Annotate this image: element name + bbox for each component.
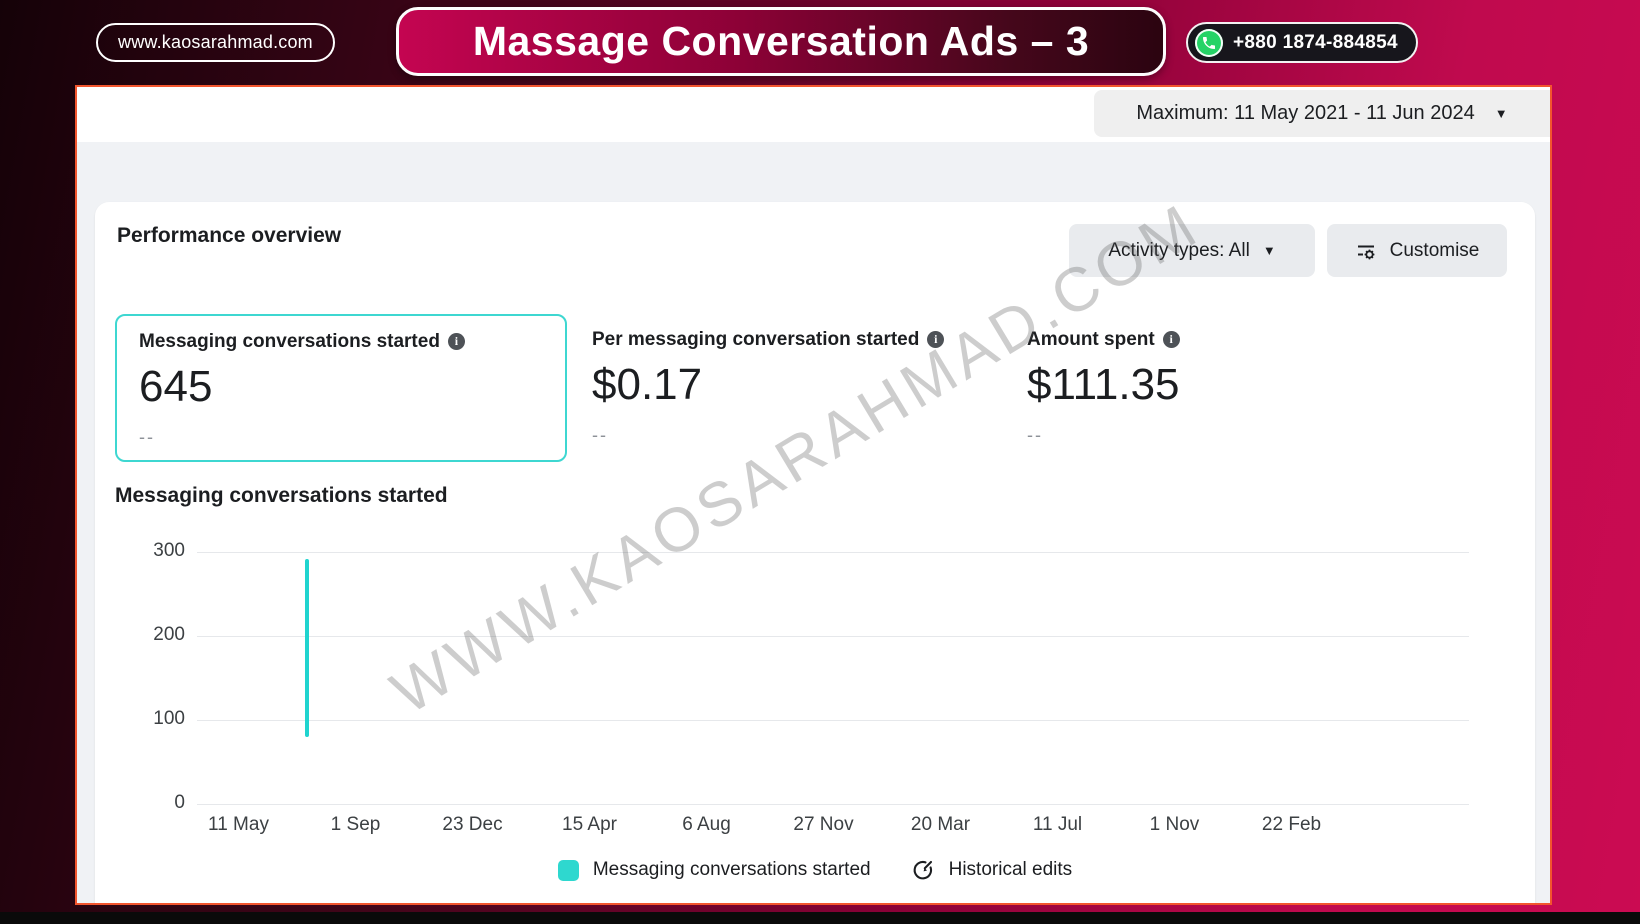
legend-item-historical-edits: Historical edits [911,858,1073,882]
performance-card: Performance overview Activity types: All… [95,202,1535,903]
x-tick: 1 Nov [1149,814,1200,835]
y-tick-200: 200 [153,624,185,645]
website-pill: www.kaosarahmad.com [96,23,335,62]
x-tick: 22 Feb [1261,814,1322,835]
metric-card-amount-spent[interactable]: Amount spent i $111.35 -- [1027,329,1180,446]
whatsapp-icon [1195,28,1223,57]
x-tick: 6 Aug [682,814,731,835]
x-tick: 20 Mar [910,814,971,835]
metric-card-cost-per-conversation[interactable]: Per messaging conversation started i $0.1… [592,329,945,446]
x-tick: 15 Apr [562,814,617,835]
gridline-300 [197,552,1469,553]
info-icon[interactable]: i [1162,331,1180,348]
x-tick: 23 Dec [442,814,503,835]
activity-types-button[interactable]: Activity types: All ▼ [1069,224,1315,277]
gridline-200 [197,636,1469,637]
phone-pill: +880 1874-884854 [1186,22,1418,63]
metric-label: Messaging conversations started i [139,331,543,353]
info-icon[interactable]: i [447,333,465,350]
chart-title: Messaging conversations started [115,484,448,507]
activity-types-label: Activity types: All [1108,239,1250,261]
chevron-down-icon: ▼ [1262,243,1276,258]
gridline-100 [197,720,1469,721]
bottom-black-bar [0,912,1640,924]
info-icon[interactable]: i [927,331,945,348]
chart-legend: Messaging conversations started Historic… [95,858,1535,882]
metric-label: Per messaging conversation started i [592,329,945,351]
website-url: www.kaosarahmad.com [118,32,313,52]
gridline-0 [197,804,1469,805]
customise-label: Customise [1389,239,1480,261]
metric-sub-value: -- [139,427,155,447]
ads-manager-frame: Maximum: 11 May 2021 - 11 Jun 2024 ▼ Per… [75,85,1552,905]
legend-item-messaging: Messaging conversations started [557,859,871,881]
y-tick-0: 0 [174,792,185,813]
legend-swatch-teal [557,859,579,881]
top-strip: Maximum: 11 May 2021 - 11 Jun 2024 ▼ [77,87,1550,142]
legend-label: Messaging conversations started [592,859,871,880]
metric-value: $0.17 [592,360,703,409]
chart-spike [305,558,310,737]
metric-sub-value: -- [592,425,608,445]
y-tick-100: 100 [153,708,185,729]
banner-title-box: Massage Conversation Ads – 3 [396,7,1166,76]
phone-number: +880 1874-884854 [1233,31,1398,53]
x-tick: 27 Nov [793,814,854,835]
customise-icon [1355,240,1377,262]
x-tick: 1 Sep [330,814,381,835]
legend-label: Historical edits [948,859,1073,880]
metric-value: 645 [139,362,213,411]
page-title: Performance overview [117,224,342,247]
date-range-label: Maximum: 11 May 2021 - 11 Jun 2024 [1136,102,1475,124]
x-tick: 11 Jul [1032,814,1083,835]
metric-sub-value: -- [1027,425,1043,445]
historical-edits-icon [911,858,935,882]
customise-button[interactable]: Customise [1327,224,1507,277]
x-tick: 11 May [208,814,269,835]
x-axis-ticks: 11 May 1 Sep 23 Dec 15 Apr 6 Aug 27 Nov … [180,814,1350,836]
banner-title: Massage Conversation Ads – 3 [472,18,1090,64]
date-range-dropdown[interactable]: Maximum: 11 May 2021 - 11 Jun 2024 ▼ [1094,90,1550,137]
y-tick-300: 300 [153,540,185,561]
metric-value: $111.35 [1027,360,1180,409]
chevron-down-icon: ▼ [1494,106,1508,121]
metric-label: Amount spent i [1027,329,1180,351]
metric-card-messaging-conversations[interactable]: Messaging conversations started i 645 -- [115,314,567,462]
